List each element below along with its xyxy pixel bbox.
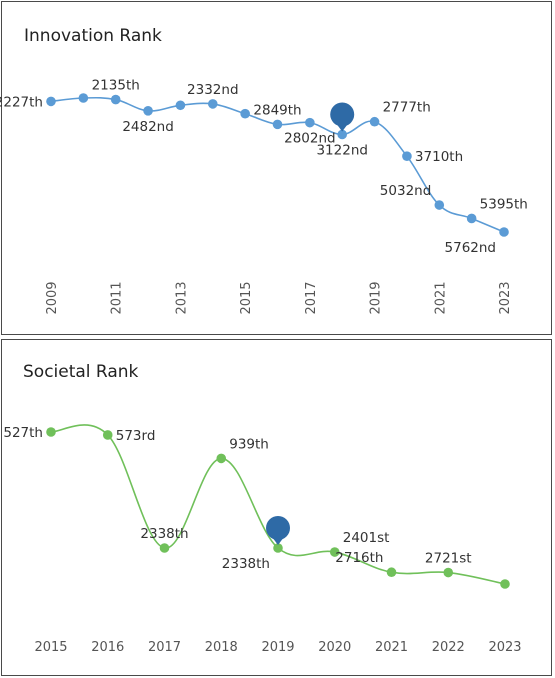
data-label: 3122nd (316, 142, 367, 158)
data-point[interactable] (46, 96, 56, 107)
data-label: 5395th (480, 196, 528, 212)
current-year-marker[interactable] (266, 516, 290, 546)
data-point[interactable] (386, 567, 397, 578)
x-tick-label: 2016 (91, 640, 124, 655)
data-point[interactable] (273, 543, 283, 553)
data-point[interactable] (159, 543, 170, 553)
chart-title: Innovation Rank (24, 26, 162, 46)
data-label: 2338th (140, 526, 188, 542)
chart-title: Societal Rank (23, 362, 139, 382)
current-year-marker[interactable] (330, 102, 355, 132)
data-label: 2849th (253, 102, 301, 118)
data-label: 939th (229, 436, 269, 452)
x-tick-label: 2020 (318, 640, 351, 655)
data-label: 527th (3, 425, 43, 441)
x-tick-label: 2019 (261, 640, 294, 655)
data-point[interactable] (207, 99, 218, 109)
x-tick-label: 2018 (205, 640, 238, 655)
x-tick-label: 2019 (369, 281, 384, 314)
data-point[interactable] (500, 579, 510, 589)
data-point[interactable] (143, 106, 153, 116)
data-point[interactable] (443, 567, 454, 578)
x-tick-label: 2015 (239, 281, 254, 314)
data-point[interactable] (272, 119, 283, 130)
data-label: 2338th (222, 556, 270, 572)
data-label: 573rd (116, 428, 156, 444)
data-point[interactable] (499, 227, 509, 237)
x-tick-label: 2015 (34, 640, 67, 655)
data-point[interactable] (102, 430, 113, 440)
x-tick-label: 2022 (432, 640, 465, 655)
data-label: 2135th (92, 78, 140, 94)
innovation-rank-chart: 2227th 2135th 2482nd 2332nd 2849th 2802nd3122… (0, 78, 528, 315)
data-label: 2777th (383, 100, 431, 116)
x-tick-label: 2023 (488, 640, 521, 655)
data-point[interactable] (78, 93, 89, 103)
data-label: 2716th (335, 550, 383, 566)
x-tick-label: 2023 (498, 281, 513, 314)
x-tick-label: 2013 (174, 281, 189, 314)
data-point[interactable] (434, 200, 445, 210)
data-label: 2721st (425, 551, 472, 567)
x-tick-label: 2011 (110, 281, 125, 314)
data-point[interactable] (337, 129, 348, 140)
data-point[interactable] (402, 151, 412, 161)
societal-rank-chart: 527th 573rd 2338th 939th 2338th 2401st 2716th 2… (3, 424, 522, 655)
data-point[interactable] (369, 116, 380, 127)
data-point[interactable] (240, 108, 250, 119)
data-point[interactable] (110, 94, 121, 105)
data-point[interactable] (46, 427, 56, 437)
data-label: 5762nd (445, 240, 496, 256)
x-tick-label: 2021 (433, 281, 448, 314)
societal-rank-panel: Societal Rank 527th 573rd 2338th 939th 2338t… (1, 339, 552, 676)
data-label: 2227th (0, 94, 43, 110)
data-point[interactable] (175, 100, 186, 111)
data-label: 3710th (415, 149, 463, 165)
x-tick-label: 2017 (304, 281, 319, 314)
data-label: 2482nd (122, 119, 173, 135)
data-point[interactable] (216, 453, 227, 464)
data-point[interactable] (329, 547, 340, 557)
data-label: 2332nd (187, 82, 238, 98)
x-tick-label: 2021 (375, 640, 408, 655)
innovation-rank-panel: Innovation Rank 2227th 2135th 2482nd 2332nd… (0, 1, 552, 335)
data-point[interactable] (305, 117, 315, 128)
data-label: 5032nd (380, 183, 431, 199)
series-line (50, 424, 506, 585)
x-tick-label: 2017 (148, 640, 181, 655)
x-tick-label: 2009 (45, 281, 60, 314)
data-label: 2802nd (284, 131, 335, 147)
data-label: 2401st (343, 530, 390, 546)
data-point[interactable] (466, 213, 477, 224)
